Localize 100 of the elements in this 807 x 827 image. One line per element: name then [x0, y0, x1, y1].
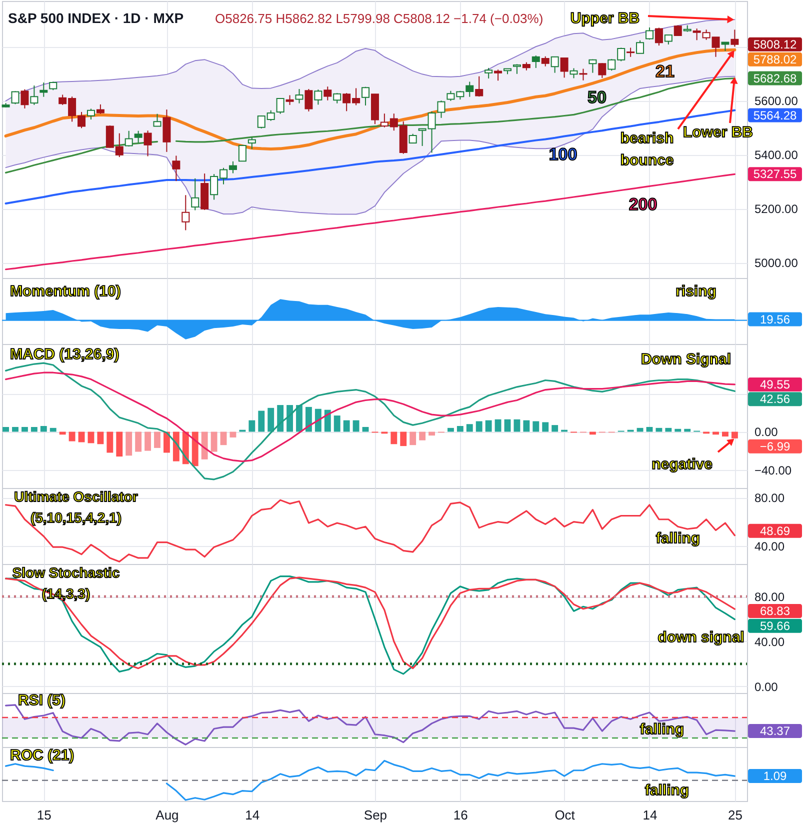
bar — [485, 420, 492, 432]
y-tick-label: 40.00 — [754, 539, 785, 554]
bar — [210, 432, 218, 452]
x-tick-label: Oct — [554, 808, 576, 822]
chart-title: MACD (13,26,9) — [10, 346, 120, 363]
bar — [552, 425, 558, 432]
annotation: Down Signal — [641, 351, 731, 368]
candlestick — [144, 130, 152, 157]
x-tick-label: Sep — [364, 808, 388, 822]
bar — [352, 420, 360, 432]
y-tick-label: 5000.00 — [754, 256, 798, 270]
bar — [343, 420, 350, 432]
data-label: 5564.28 — [753, 108, 798, 122]
bar — [106, 432, 114, 453]
candlestick — [11, 90, 20, 105]
text: O5826.75 H5862.82 L5799.98 C5808.12 −1.74 (−0.03%) — [215, 11, 544, 26]
bar — [22, 426, 28, 432]
bar — [542, 422, 549, 432]
candlestick — [730, 29, 739, 48]
candlestick — [598, 62, 606, 78]
bar — [277, 405, 284, 432]
x-tick-label: 15 — [36, 808, 52, 822]
candlestick — [333, 92, 342, 104]
chart-title: ROC (21) — [10, 747, 74, 764]
bar — [523, 420, 530, 432]
candlestick — [654, 27, 663, 46]
candlestick — [512, 64, 521, 74]
bar — [12, 426, 18, 432]
bar — [40, 426, 47, 432]
data-label: 5788.02 — [753, 52, 798, 66]
series-label: 21 — [656, 62, 674, 81]
candlestick — [560, 57, 568, 78]
annotation: 48.69 — [760, 524, 790, 538]
bar — [68, 432, 76, 442]
annotation: 68.83 — [760, 604, 790, 618]
candlestick — [248, 136, 256, 150]
bar — [589, 432, 596, 435]
bar — [466, 424, 473, 432]
y-tick-label: 80.00 — [754, 491, 785, 506]
bar — [390, 432, 398, 444]
bar — [494, 419, 502, 432]
y-tick-label: 0.00 — [754, 425, 778, 440]
y-tick-label: 80.00 — [754, 590, 785, 604]
text: Ultimate Oscillator (5,10,15,4,2,1) — [14, 488, 138, 526]
candlestick — [191, 178, 200, 211]
candlestick — [324, 86, 332, 101]
annotation: negative — [652, 456, 712, 473]
bar — [722, 432, 728, 437]
bar — [201, 432, 208, 460]
bar — [504, 419, 511, 432]
bar — [258, 410, 265, 432]
x-tick-label: 25 — [728, 808, 742, 822]
series-label: 200 — [628, 195, 658, 214]
bar — [97, 432, 104, 444]
data-label: 5327.55 — [753, 167, 798, 182]
candlestick — [124, 130, 133, 148]
annotation: −6.99 — [760, 439, 790, 454]
x-tick-label: Aug — [156, 808, 179, 822]
bar — [230, 432, 236, 438]
y-tick-label: 0.00 — [754, 680, 778, 694]
candlestick — [362, 86, 370, 106]
candlestick — [96, 104, 104, 114]
bar — [30, 426, 38, 432]
y-tick-label: 5600.00 — [754, 94, 798, 108]
candlestick — [276, 98, 284, 114]
bar — [296, 405, 302, 432]
annotation: 59.66 — [760, 618, 790, 633]
bar — [2, 426, 10, 432]
y-tick-label: 40.00 — [754, 634, 785, 649]
candlestick — [20, 88, 29, 109]
bar — [428, 432, 435, 436]
chart-title: Momentum (10) — [10, 283, 121, 300]
candlestick — [238, 144, 246, 162]
annotation: falling — [644, 782, 690, 799]
bar — [268, 408, 274, 432]
annotation: 49.55 — [760, 377, 790, 392]
bar — [172, 432, 180, 462]
bar — [154, 432, 160, 448]
bar — [712, 432, 719, 435]
x-tick-label: 14 — [642, 808, 658, 822]
bar — [656, 428, 662, 432]
text: S&P 500 INDEX · 1D · MXP — [8, 10, 184, 26]
annotation: 42.56 — [760, 392, 790, 406]
annotation: Upper BB — [570, 10, 640, 27]
text: 19.56 — [760, 312, 790, 326]
annotation: Lower BB — [682, 124, 754, 141]
candlestick — [532, 55, 540, 68]
bar — [248, 420, 256, 432]
bar — [116, 432, 123, 457]
candlestick — [408, 133, 417, 144]
candlestick — [664, 34, 672, 45]
bar — [144, 432, 151, 451]
annotation: rising — [676, 283, 716, 300]
bar — [192, 432, 198, 466]
candlestick — [541, 56, 550, 67]
bar — [305, 406, 312, 432]
candlestick — [645, 26, 654, 40]
bar — [135, 432, 142, 452]
candlestick — [286, 94, 294, 106]
candlestick — [304, 88, 313, 112]
